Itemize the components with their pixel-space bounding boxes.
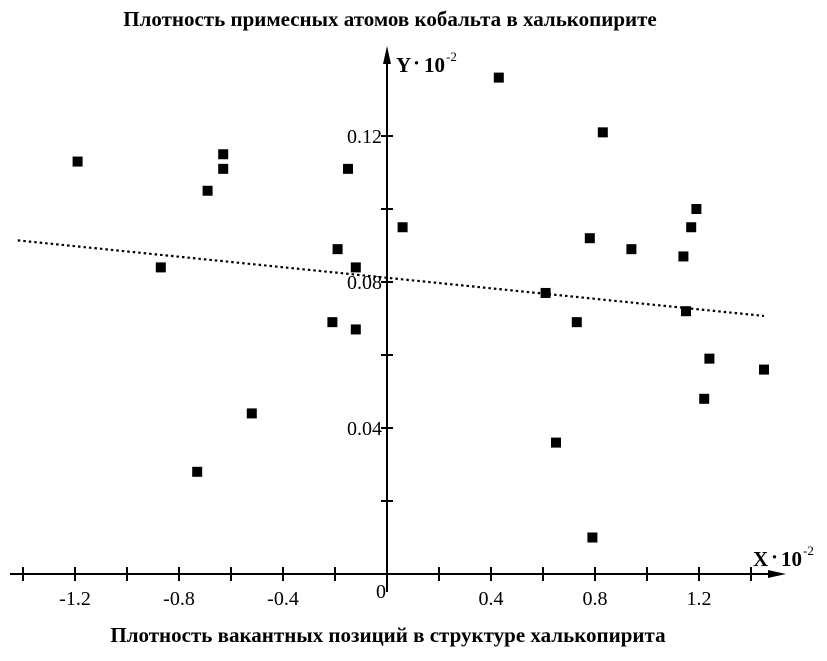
x-tick-label: -1.2 bbox=[59, 588, 91, 610]
x-axis-arrow bbox=[768, 570, 786, 578]
x-axis-dot: · bbox=[771, 545, 778, 569]
x-tick-label: 0.4 bbox=[479, 588, 504, 610]
data-point bbox=[759, 364, 769, 375]
origin-label: 0 bbox=[376, 581, 386, 603]
data-points bbox=[72, 72, 769, 543]
x-axis-exponent: -2 bbox=[803, 543, 814, 558]
data-point bbox=[350, 262, 361, 273]
x-axis-label: Плотность вакантных позиций в структуре … bbox=[110, 623, 666, 647]
data-point bbox=[155, 262, 166, 273]
data-point bbox=[192, 466, 203, 477]
y-tick-label: 0.04 bbox=[347, 418, 382, 440]
x-tick-label: -0.8 bbox=[163, 588, 195, 610]
data-point bbox=[551, 437, 561, 448]
x-tick-label: 0.8 bbox=[583, 588, 608, 610]
data-point bbox=[218, 163, 229, 174]
data-point bbox=[246, 408, 257, 419]
data-point bbox=[493, 72, 504, 83]
x-tick-label: 1.2 bbox=[687, 588, 712, 610]
y-tick-label: 0.08 bbox=[347, 272, 382, 294]
y-tick-labels: 0.04 0.08 0.12 bbox=[347, 126, 382, 440]
trendline bbox=[17, 239, 765, 318]
data-point bbox=[681, 306, 691, 317]
data-point bbox=[686, 222, 697, 233]
chart-title: Плотность примесных атомов кобальта в ха… bbox=[123, 7, 657, 31]
data-point bbox=[691, 204, 702, 214]
data-point bbox=[343, 163, 353, 174]
data-point bbox=[699, 393, 710, 404]
data-point bbox=[678, 251, 689, 262]
data-point bbox=[218, 149, 229, 160]
data-point bbox=[327, 317, 338, 328]
x-tick-labels: -1.2 -0.8 -0.4 0.4 0.8 1.2 bbox=[59, 588, 711, 610]
y-tick-label: 0.12 bbox=[347, 126, 382, 148]
x-axis-letter: X bbox=[753, 547, 768, 571]
data-point bbox=[397, 222, 408, 233]
y-axis-name: Y · 10 -2 bbox=[396, 49, 457, 77]
y-axis-multiplier: 10 bbox=[424, 53, 445, 77]
data-point bbox=[571, 317, 582, 328]
y-axis-letter: Y bbox=[396, 53, 411, 77]
data-point bbox=[626, 244, 637, 255]
data-point bbox=[597, 127, 608, 138]
x-ticks bbox=[22, 567, 752, 581]
data-point bbox=[350, 324, 361, 335]
y-axis-exponent: -2 bbox=[446, 49, 457, 64]
y-axis-dot: · bbox=[413, 51, 420, 75]
x-axis-multiplier: 10 bbox=[781, 547, 802, 571]
y-ticks bbox=[381, 135, 393, 502]
axes: -1.2 -0.8 -0.4 0.4 0.8 1.2 0.04 0.08 0.12 0 Y ·… bbox=[10, 46, 814, 610]
data-point bbox=[72, 156, 83, 167]
data-point bbox=[202, 185, 213, 196]
data-point bbox=[704, 353, 715, 364]
data-point bbox=[540, 287, 551, 298]
y-axis-arrow bbox=[383, 46, 391, 64]
x-axis-name: X · 10 -2 bbox=[753, 543, 814, 571]
data-point bbox=[584, 233, 595, 244]
data-point bbox=[587, 532, 598, 543]
data-point bbox=[332, 244, 343, 255]
x-tick-label: -0.4 bbox=[267, 588, 299, 610]
